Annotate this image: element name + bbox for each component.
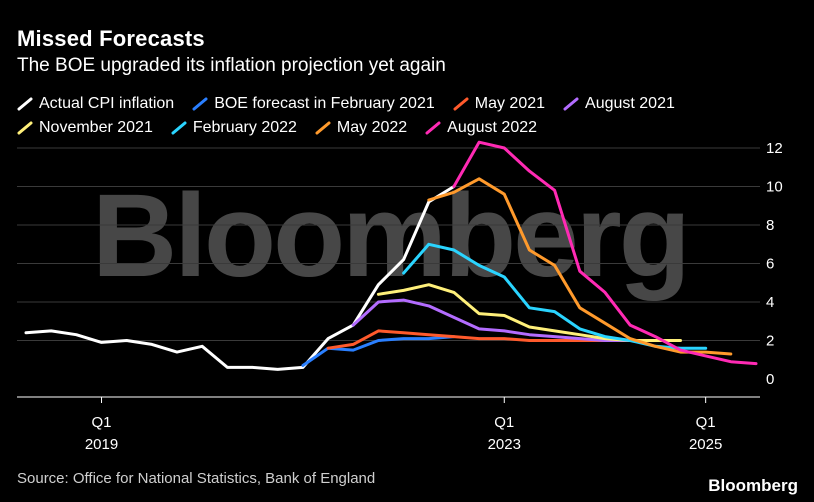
series-line-6 [427, 177, 733, 356]
y-tick-label-2: 2 [766, 333, 774, 350]
legend-item-5: February 2022 [171, 118, 297, 138]
series-line-7 [452, 140, 758, 366]
x-tick-label-2-year: 2025 [689, 436, 722, 453]
chart-title: Missed Forecasts [17, 26, 205, 51]
legend-item-7: August 2022 [425, 118, 537, 138]
y-tick-label-10: 10 [766, 179, 783, 196]
series-line-2 [326, 329, 632, 350]
legend-swatch-2 [453, 97, 469, 111]
legend-swatch-5 [171, 121, 187, 135]
legend-swatch-6 [315, 121, 331, 135]
legend-item-4: November 2021 [17, 118, 153, 138]
x-tick-label-1-year: 2023 [488, 436, 521, 453]
legend-item-1: BOE forecast in February 2021 [192, 94, 435, 114]
y-tick-label-12: 12 [766, 140, 783, 157]
series-line-3 [351, 298, 657, 342]
y-tick-label-6: 6 [766, 256, 774, 273]
legend-label-2: May 2021 [474, 95, 546, 112]
x-tick-label-0-quarter: Q1 [92, 414, 112, 431]
legend-item-2: May 2021 [453, 94, 545, 114]
series-line-5 [402, 242, 708, 350]
legend-swatch-3 [563, 97, 579, 111]
legend-item-0: Actual CPI inflation [17, 94, 174, 114]
x-tick-label-1-quarter: Q1 [494, 414, 514, 431]
legend-swatch-4 [17, 121, 33, 135]
source-note: Source: Office for National Statistics, … [17, 470, 376, 487]
y-tick-label-8: 8 [766, 217, 774, 234]
legend: Actual CPI inflation BOE forecast in Febr… [17, 94, 807, 138]
legend-label-5: February 2022 [192, 119, 297, 136]
legend-swatch-7 [425, 121, 441, 135]
legend-item-6: May 2022 [315, 118, 407, 138]
legend-swatch-1 [192, 97, 208, 111]
legend-label-3: August 2021 [585, 95, 675, 112]
y-tick-label-4: 4 [766, 294, 774, 311]
series-line-0 [24, 185, 456, 371]
bloomberg-logo: Bloomberg [708, 476, 798, 495]
legend-label-6: May 2022 [336, 119, 408, 136]
y-tick-label-0: 0 [766, 371, 774, 388]
legend-item-3: August 2021 [563, 94, 675, 114]
x-tick-label-2-quarter: Q1 [696, 414, 716, 431]
series-line-4 [376, 283, 682, 342]
legend-label-4: November 2021 [39, 119, 153, 136]
chart-subtitle: The BOE upgraded its inflation projectio… [17, 55, 446, 76]
legend-swatch-0 [17, 97, 33, 111]
x-tick-label-0-year: 2019 [85, 436, 118, 453]
legend-label-0: Actual CPI inflation [39, 95, 175, 112]
legend-label-7: August 2022 [447, 119, 538, 136]
legend-label-1: BOE forecast in February 2021 [214, 95, 435, 112]
